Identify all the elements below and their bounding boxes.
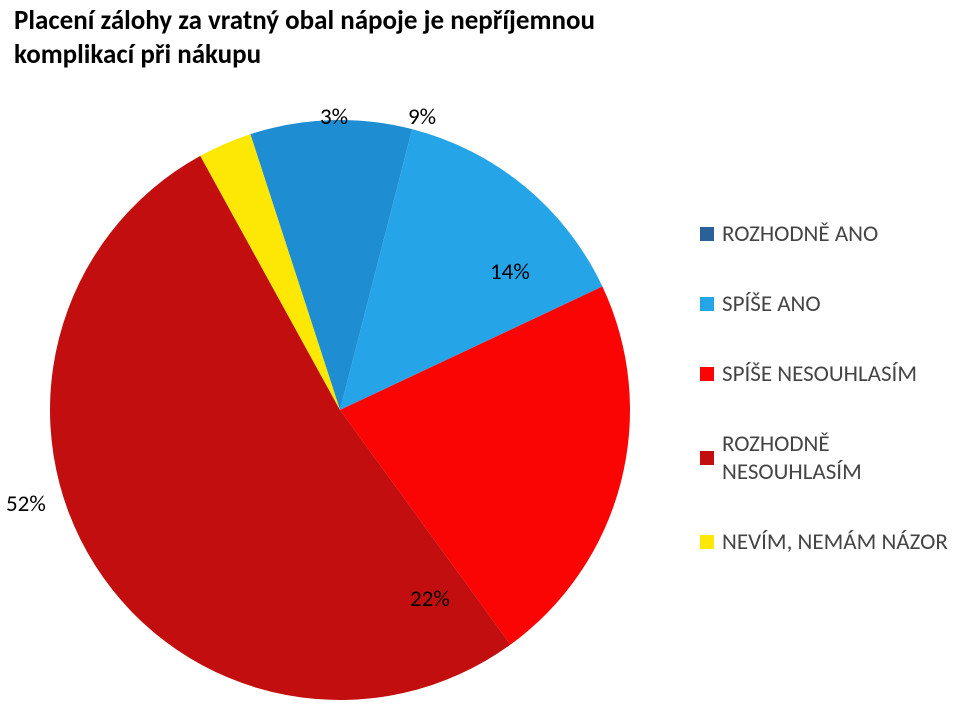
legend-label: ROZHODNĚ NESOUHLASÍM — [722, 430, 950, 486]
legend-label: ROZHODNĚ ANO — [722, 220, 878, 248]
legend-item: ROZHODNĚ NESOUHLASÍM — [700, 430, 950, 486]
legend-swatch — [700, 297, 714, 311]
legend: ROZHODNĚ ANO SPÍŠE ANO SPÍŠE NESOUHLASÍM RO… — [700, 220, 950, 598]
legend-swatch — [700, 367, 714, 381]
pie-chart: 9%14%22%52%3% — [40, 110, 640, 710]
legend-label: NEVÍM, NEMÁM NÁZOR — [722, 528, 948, 556]
legend-label: SPÍŠE ANO — [722, 290, 821, 318]
slice-pct-label: 22% — [410, 585, 450, 613]
legend-item: SPÍŠE NESOUHLASÍM — [700, 360, 950, 388]
slice-pct-label: 3% — [320, 103, 348, 131]
legend-label: SPÍŠE NESOUHLASÍM — [722, 360, 917, 388]
legend-swatch — [700, 535, 714, 549]
legend-item: ROZHODNĚ ANO — [700, 220, 950, 248]
pie-svg — [40, 110, 640, 710]
legend-swatch — [700, 451, 714, 465]
slice-pct-label: 52% — [6, 490, 46, 518]
slice-pct-label: 14% — [490, 258, 530, 286]
slice-pct-label: 9% — [408, 103, 436, 131]
legend-item: SPÍŠE ANO — [700, 290, 950, 318]
legend-swatch — [700, 227, 714, 241]
chart-title: Placení zálohy za vratný obal nápoje je … — [14, 4, 714, 72]
legend-item: NEVÍM, NEMÁM NÁZOR — [700, 528, 950, 556]
